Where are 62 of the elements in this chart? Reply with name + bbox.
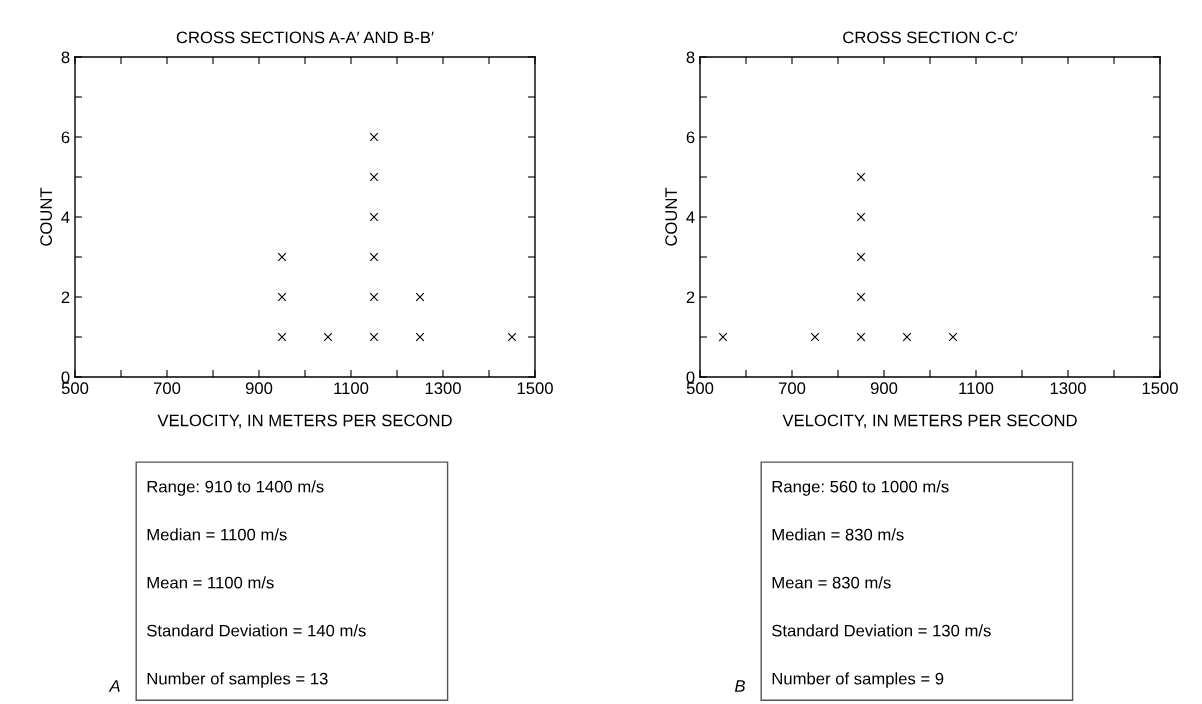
chart-title: CROSS SECTION C-C′ — [843, 31, 1018, 44]
y-tick-label: 8 — [686, 51, 695, 64]
text: Number of samples = 9 — [772, 672, 944, 688]
point — [369, 172, 379, 182]
x-tick-label: 1300 — [425, 382, 461, 395]
text: A — [108, 680, 120, 692]
text: Range: 560 to 1000 m/s — [772, 480, 949, 496]
x-tick-label: 1500 — [1142, 382, 1178, 395]
point — [323, 332, 333, 342]
x-tick-label: 500 — [686, 382, 714, 395]
y-axis-title: COUNT — [665, 187, 678, 246]
text: Median = 1100 m/s — [147, 528, 287, 541]
point — [856, 332, 866, 342]
x-tick-label: 1300 — [1050, 382, 1086, 395]
text: Mean = 830 m/s — [772, 576, 891, 589]
text: Standard Deviation = 140 m/s — [147, 624, 366, 637]
y-tick-label: 0 — [686, 371, 695, 384]
text: B — [734, 680, 746, 692]
point — [856, 292, 866, 302]
x-tick-label: 900 — [870, 382, 898, 395]
point — [369, 332, 379, 342]
text: Standard Deviation = 130 m/s — [772, 624, 991, 637]
x-tick-label: 700 — [153, 382, 181, 395]
x-axis-title: VELOCITY, IN METERS PER SECOND — [157, 414, 452, 429]
point — [415, 332, 425, 342]
y-tick-label: 6 — [61, 131, 70, 144]
point — [856, 172, 866, 182]
point — [277, 332, 287, 342]
y-tick-label: 2 — [686, 291, 695, 304]
x-tick-label: 1100 — [334, 382, 369, 395]
point — [902, 332, 912, 342]
x-tick-label: 1500 — [517, 382, 553, 395]
y-tick-label: 0 — [61, 371, 70, 384]
point — [415, 292, 425, 302]
y-tick-label: 2 — [61, 291, 70, 304]
x-axis-title: VELOCITY, IN METERS PER SECOND — [782, 414, 1077, 429]
x-tick-label: 900 — [245, 382, 273, 395]
point — [277, 292, 287, 302]
chart-title: CROSS SECTIONS A-A′ AND B-B′ — [176, 31, 434, 44]
x-tick-label: 1100 — [959, 382, 994, 395]
point — [856, 212, 866, 222]
point — [369, 132, 379, 142]
text: Median = 830 m/s — [772, 528, 904, 541]
y-tick-label: 4 — [61, 211, 70, 224]
point — [810, 332, 820, 342]
point — [856, 252, 866, 262]
point — [948, 332, 958, 342]
text: Number of samples = 13 — [147, 672, 328, 688]
point — [369, 292, 379, 302]
point — [718, 332, 728, 342]
text: Range: 910 to 1400 m/s — [147, 480, 324, 496]
x-tick-label: 700 — [778, 382, 806, 395]
y-tick-label: 6 — [686, 131, 695, 144]
y-tick-label: 8 — [61, 51, 70, 64]
point — [369, 252, 379, 262]
x-tick-label: 500 — [61, 382, 89, 395]
text: Mean = 1100 m/s — [147, 576, 274, 589]
point — [277, 252, 287, 262]
point — [369, 212, 379, 222]
y-axis-title: COUNT — [40, 187, 53, 246]
point — [507, 332, 517, 342]
y-tick-label: 4 — [686, 211, 695, 224]
